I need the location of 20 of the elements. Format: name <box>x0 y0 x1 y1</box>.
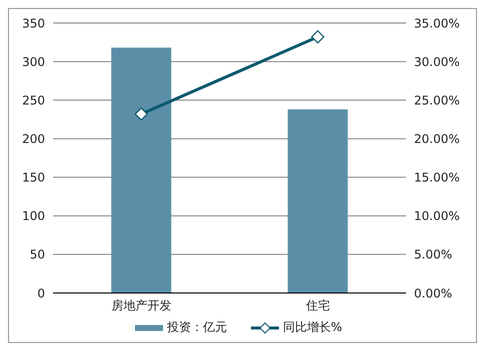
y2-tick-label: 20.00% <box>414 132 460 146</box>
legend-label: 同比增长% <box>282 319 342 336</box>
y2-tick-label: 25.00% <box>414 93 460 108</box>
y-tick-label: 200 <box>22 132 45 146</box>
legend-label: 投资：亿元 <box>166 319 227 336</box>
x-tick-label: 住宅 <box>304 298 330 313</box>
y-tick-label: 250 <box>22 93 45 108</box>
y-tick-label: 100 <box>22 209 45 224</box>
y2-tick-label: 30.00% <box>414 54 460 69</box>
y-tick-label: 150 <box>22 170 45 185</box>
y-tick-label: 350 <box>22 16 45 30</box>
x-tick-label: 房地产开发 <box>111 298 172 313</box>
y2-tick-label: 35.00% <box>414 16 460 30</box>
y-tick-label: 0 <box>37 286 45 300</box>
y-tick-label: 50 <box>30 248 45 262</box>
y-tick-label: 300 <box>22 54 45 69</box>
y2-tick-label: 15.00% <box>414 170 460 185</box>
y2-tick-label: 5.00% <box>414 248 452 262</box>
y2-tick-label: 10.00% <box>414 209 460 224</box>
y2-tick-label: 0.00% <box>414 286 452 300</box>
